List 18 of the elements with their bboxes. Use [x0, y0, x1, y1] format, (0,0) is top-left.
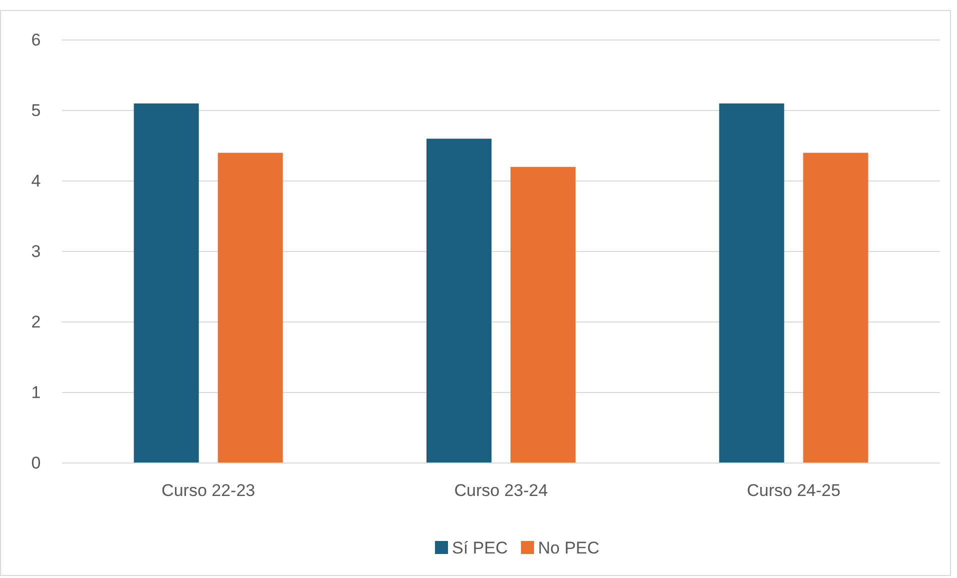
x-tick-label: Curso 23-24 — [454, 481, 548, 500]
bar — [426, 138, 492, 463]
y-tick-label: 3 — [31, 242, 41, 261]
x-tick-label: Curso 22-23 — [162, 481, 256, 500]
bar — [803, 152, 868, 463]
y-tick-label: 0 — [31, 454, 41, 472]
legend-label: Sí PEC — [452, 538, 508, 558]
y-tick-label: 2 — [31, 312, 41, 332]
bar — [218, 152, 283, 463]
bar — [134, 103, 199, 463]
y-tick-label: 1 — [31, 383, 41, 402]
y-tick-label: 4 — [31, 172, 41, 190]
x-tick-label: Curso 24-25 — [746, 481, 840, 500]
legend-label: No PEC — [538, 538, 600, 558]
bar — [510, 166, 576, 463]
y-tick-label: 5 — [31, 101, 41, 120]
bar — [719, 103, 784, 463]
y-tick-label: 6 — [31, 30, 41, 50]
